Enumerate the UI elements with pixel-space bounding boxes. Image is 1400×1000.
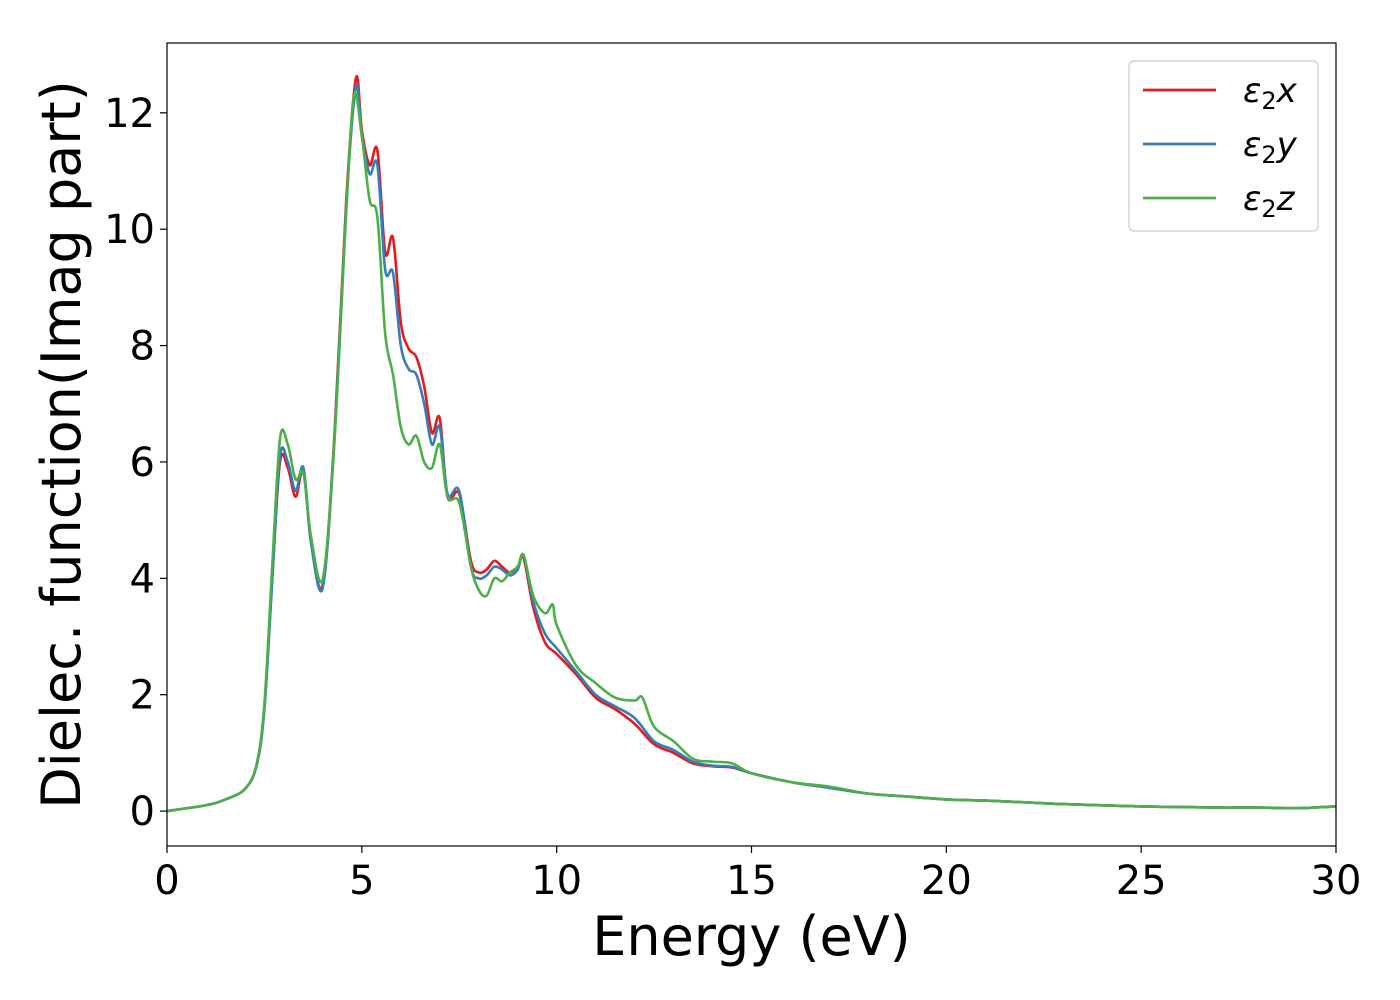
x-tick-label: 25 (1116, 858, 1167, 904)
legend: ε2x ε2y ε2z (1128, 60, 1319, 232)
y-axis-ticks: 0 2 4 6 8 10 12 (104, 91, 167, 835)
legend-label-x: ε2x (1243, 71, 1298, 115)
y-tick-label: 2 (130, 673, 155, 719)
x-tick-label: 30 (1311, 858, 1362, 904)
x-tick-label: 0 (154, 858, 179, 904)
legend-label-z: ε2z (1243, 179, 1296, 223)
x-axis-ticks: 0 5 10 15 20 25 30 (154, 846, 1361, 904)
x-tick-label: 5 (349, 858, 374, 904)
y-tick-label: 6 (130, 440, 155, 486)
y-tick-label: 8 (130, 324, 155, 370)
y-axis-title: Dielec. function(Imag part) (30, 80, 93, 809)
legend-box (1128, 60, 1319, 232)
x-axis-title: Energy (eV) (592, 905, 911, 968)
y-tick-label: 4 (130, 556, 155, 602)
series-line-z (166, 91, 1337, 813)
y-tick-label: 0 (130, 789, 155, 835)
x-tick-label: 15 (726, 858, 777, 904)
y-tick-label: 12 (104, 91, 155, 137)
series-layer (166, 74, 1337, 813)
y-tick-label: 10 (104, 207, 155, 253)
legend-label-y: ε2y (1243, 125, 1298, 169)
x-tick-label: 20 (921, 858, 972, 904)
x-tick-label: 10 (531, 858, 582, 904)
